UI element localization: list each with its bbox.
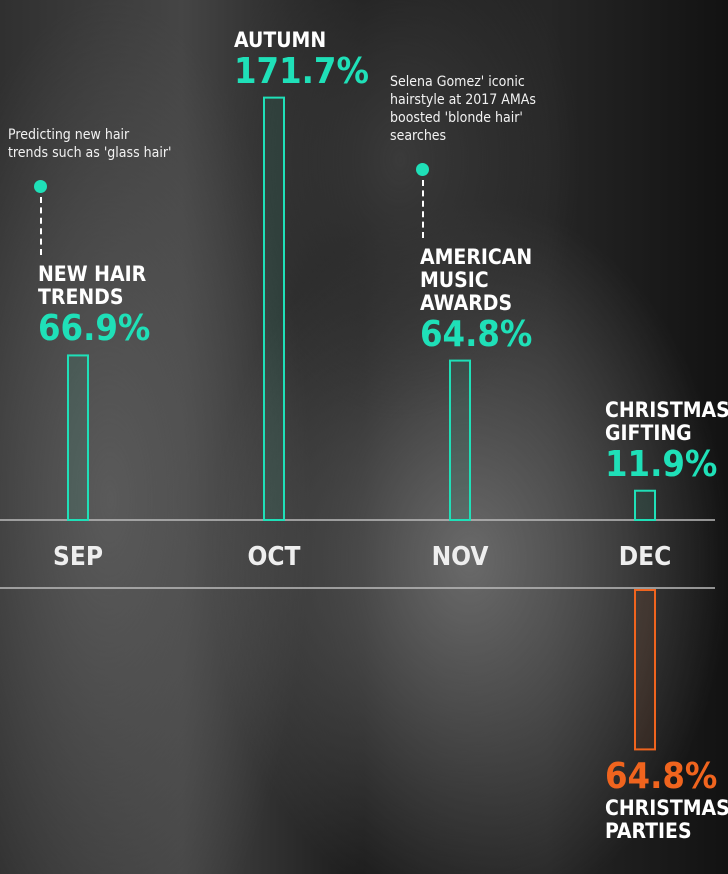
value-label: 64.8% xyxy=(605,756,718,798)
bar-label-block: Selena Gomez' iconic hairstyle at 2017 A… xyxy=(390,73,550,355)
annotation-dot xyxy=(416,162,429,176)
value-label: 171.7% xyxy=(234,50,369,92)
x-tick-label: DEC xyxy=(619,542,672,572)
annotation: Selena Gomez' iconic hairstyle at 2017 A… xyxy=(390,73,536,144)
event-label: AUTUMN xyxy=(234,27,327,52)
annotation: Predicting new hair trends such as 'glas… xyxy=(8,127,172,162)
bar xyxy=(449,359,471,522)
x-tick-label: OCT xyxy=(247,542,300,572)
annotation-stem xyxy=(422,179,424,238)
bar xyxy=(263,96,285,521)
bar-label-block: Predicting new hair trends such as 'glas… xyxy=(8,126,171,350)
annotation-dot xyxy=(34,180,47,194)
bar xyxy=(634,589,656,751)
event-label: CHRISTMAS PARTIES xyxy=(605,796,728,844)
x-tick-label: SEP xyxy=(53,542,103,572)
bar-label-block: CHRISTMAS GIFTING 11.9% xyxy=(605,397,728,485)
annotation-stem xyxy=(40,197,42,256)
value-label: 11.9% xyxy=(605,443,718,485)
bar xyxy=(67,354,89,521)
event-label: CHRISTMAS GIFTING xyxy=(605,397,728,445)
value-label: 64.8% xyxy=(420,313,533,355)
x-tick-label: NOV xyxy=(432,542,489,572)
bar-label-block: 64.8% CHRISTMAS PARTIES xyxy=(605,757,728,843)
event-label: AMERICAN MUSIC AWARDS xyxy=(420,244,533,315)
value-label: 66.9% xyxy=(38,308,151,350)
bar xyxy=(634,489,656,522)
bar-label-block: AUTUMN 171.7% xyxy=(234,27,369,92)
event-label: NEW HAIR TRENDS xyxy=(38,262,147,310)
